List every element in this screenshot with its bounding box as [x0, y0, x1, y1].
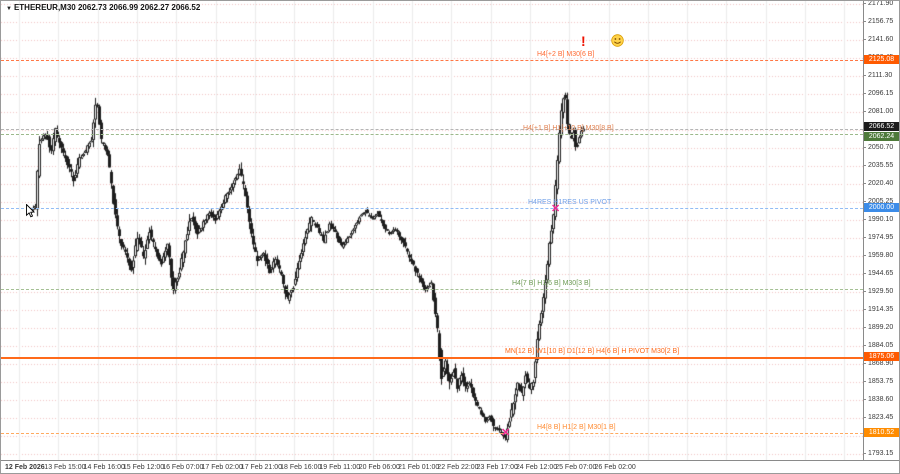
- y-axis[interactable]: 2171.902156.752141.602126.452111.302096.…: [862, 0, 899, 460]
- x-axis-label: 22 Feb 22:00: [437, 464, 479, 471]
- x-axis-label: 17 Feb 02:00: [201, 464, 243, 471]
- price-badge: 2066.52: [864, 122, 899, 132]
- x-axis-label: 16 Feb 07:00: [162, 464, 204, 471]
- y-axis-label: 1990.10: [862, 215, 894, 223]
- plot-area[interactable]: H4[+2 B] M30[6 B] H4[+1 B] H1[+10 B] M30[…: [1, 1, 863, 460]
- y-axis-label: 2005.25: [862, 197, 894, 205]
- level-label: H4[+2 B] M30[6 B]: [537, 50, 595, 58]
- x-axis-label: 25 Feb 07:00: [555, 464, 597, 471]
- price-badge: 1810.52: [864, 428, 899, 438]
- x-axis-label: 14 Feb 16:00: [83, 464, 125, 471]
- x-marker: ✕: [501, 427, 511, 440]
- price-badge: 2125.08: [864, 54, 899, 64]
- chart-title: ▼ ETHEREUR,M30 2062.73 2066.99 2062.27 20…: [6, 3, 200, 12]
- x-axis-label: 15 Feb 12:00: [122, 464, 165, 471]
- price-badge: 2062.24: [864, 132, 899, 142]
- level-line[interactable]: [1, 134, 863, 136]
- y-axis-label: 2171.90: [862, 0, 894, 8]
- symbol-ohlc-text: ETHEREUR,M30 2062.73 2066.99 2062.27 206…: [13, 3, 201, 12]
- price-badge: 1875.06: [864, 351, 899, 361]
- y-axis-label: 1838.60: [862, 395, 894, 403]
- smiley-icon: [611, 33, 624, 47]
- x-axis-label: 12 Feb 2026: [5, 464, 45, 471]
- y-axis-label: 1868.90: [862, 359, 894, 367]
- level-line[interactable]: [1, 208, 863, 210]
- price-badge: 2000.00: [864, 203, 899, 213]
- x-axis-label: 17 Feb 21:00: [240, 464, 283, 471]
- level-line[interactable]: [1, 59, 863, 61]
- y-axis-label: 2020.40: [862, 179, 894, 187]
- y-axis-label: 2035.55: [862, 161, 894, 169]
- y-axis-label: 2141.60: [862, 36, 894, 43]
- chart-symbol-marker-icon: ▼: [6, 6, 12, 12]
- y-axis-label: 1884.05: [862, 341, 894, 349]
- y-axis-label: 1853.75: [862, 377, 894, 385]
- exclamation-marker: !: [581, 32, 586, 49]
- x-axis-label: 19 Feb 11:00: [319, 464, 361, 471]
- y-axis-label: 2096.15: [862, 90, 894, 97]
- level-label: H4RES H1RES US PIVOT: [528, 199, 612, 207]
- y-axis-label: 1914.35: [862, 305, 894, 313]
- x-axis-label: 20 Feb 06:00: [358, 464, 400, 471]
- x-axis-label: 24 Feb 12:00: [515, 464, 558, 471]
- level-line[interactable]: [1, 433, 863, 435]
- level-line[interactable]: [1, 288, 863, 290]
- x-marker: ✕: [551, 203, 561, 216]
- y-axis-label: 1823.45: [862, 413, 894, 421]
- x-axis-label: 23 Feb 17:00: [476, 464, 518, 471]
- mouse-cursor-icon: [26, 204, 35, 218]
- level-label: H4[7 B] H1[6 B] M30[3 B]: [512, 279, 591, 287]
- y-axis-label: 2050.70: [862, 144, 894, 151]
- y-axis-label: 1929.50: [862, 287, 894, 295]
- y-axis-label: 1974.95: [862, 233, 894, 241]
- x-axis-label: 26 Feb 02:00: [594, 464, 636, 471]
- x-axis[interactable]: 12 Feb 2026 13 Feb 15:00 14 Feb 16:00 15 Fe…: [1, 460, 899, 473]
- level-line[interactable]: [1, 129, 863, 131]
- y-axis-label: 1959.80: [862, 251, 894, 259]
- level-line[interactable]: [1, 356, 863, 359]
- x-axis-label: 21 Feb 01:00: [398, 464, 440, 471]
- level-label: H4[8 B] H1[2 B] M30[1 B]: [537, 424, 616, 432]
- y-axis-label: 2081.00: [862, 108, 894, 115]
- level-label: H4[+1 B] H1[+10 B] M30[8 B]: [523, 125, 614, 133]
- y-axis-label: 1793.15: [862, 449, 894, 457]
- level-label: MN[12 B] W1[10 B] D1[12 B] H4[6 B] H PIV…: [505, 347, 680, 355]
- y-axis-label: 2111.30: [862, 72, 893, 79]
- x-axis-label: 18 Feb 16:00: [280, 464, 322, 471]
- x-axis-label: 13 Feb 15:00: [44, 464, 86, 471]
- y-axis-label: 1899.20: [862, 323, 894, 331]
- y-axis-label: 1944.65: [862, 269, 894, 277]
- y-axis-label: 2156.75: [862, 18, 894, 25]
